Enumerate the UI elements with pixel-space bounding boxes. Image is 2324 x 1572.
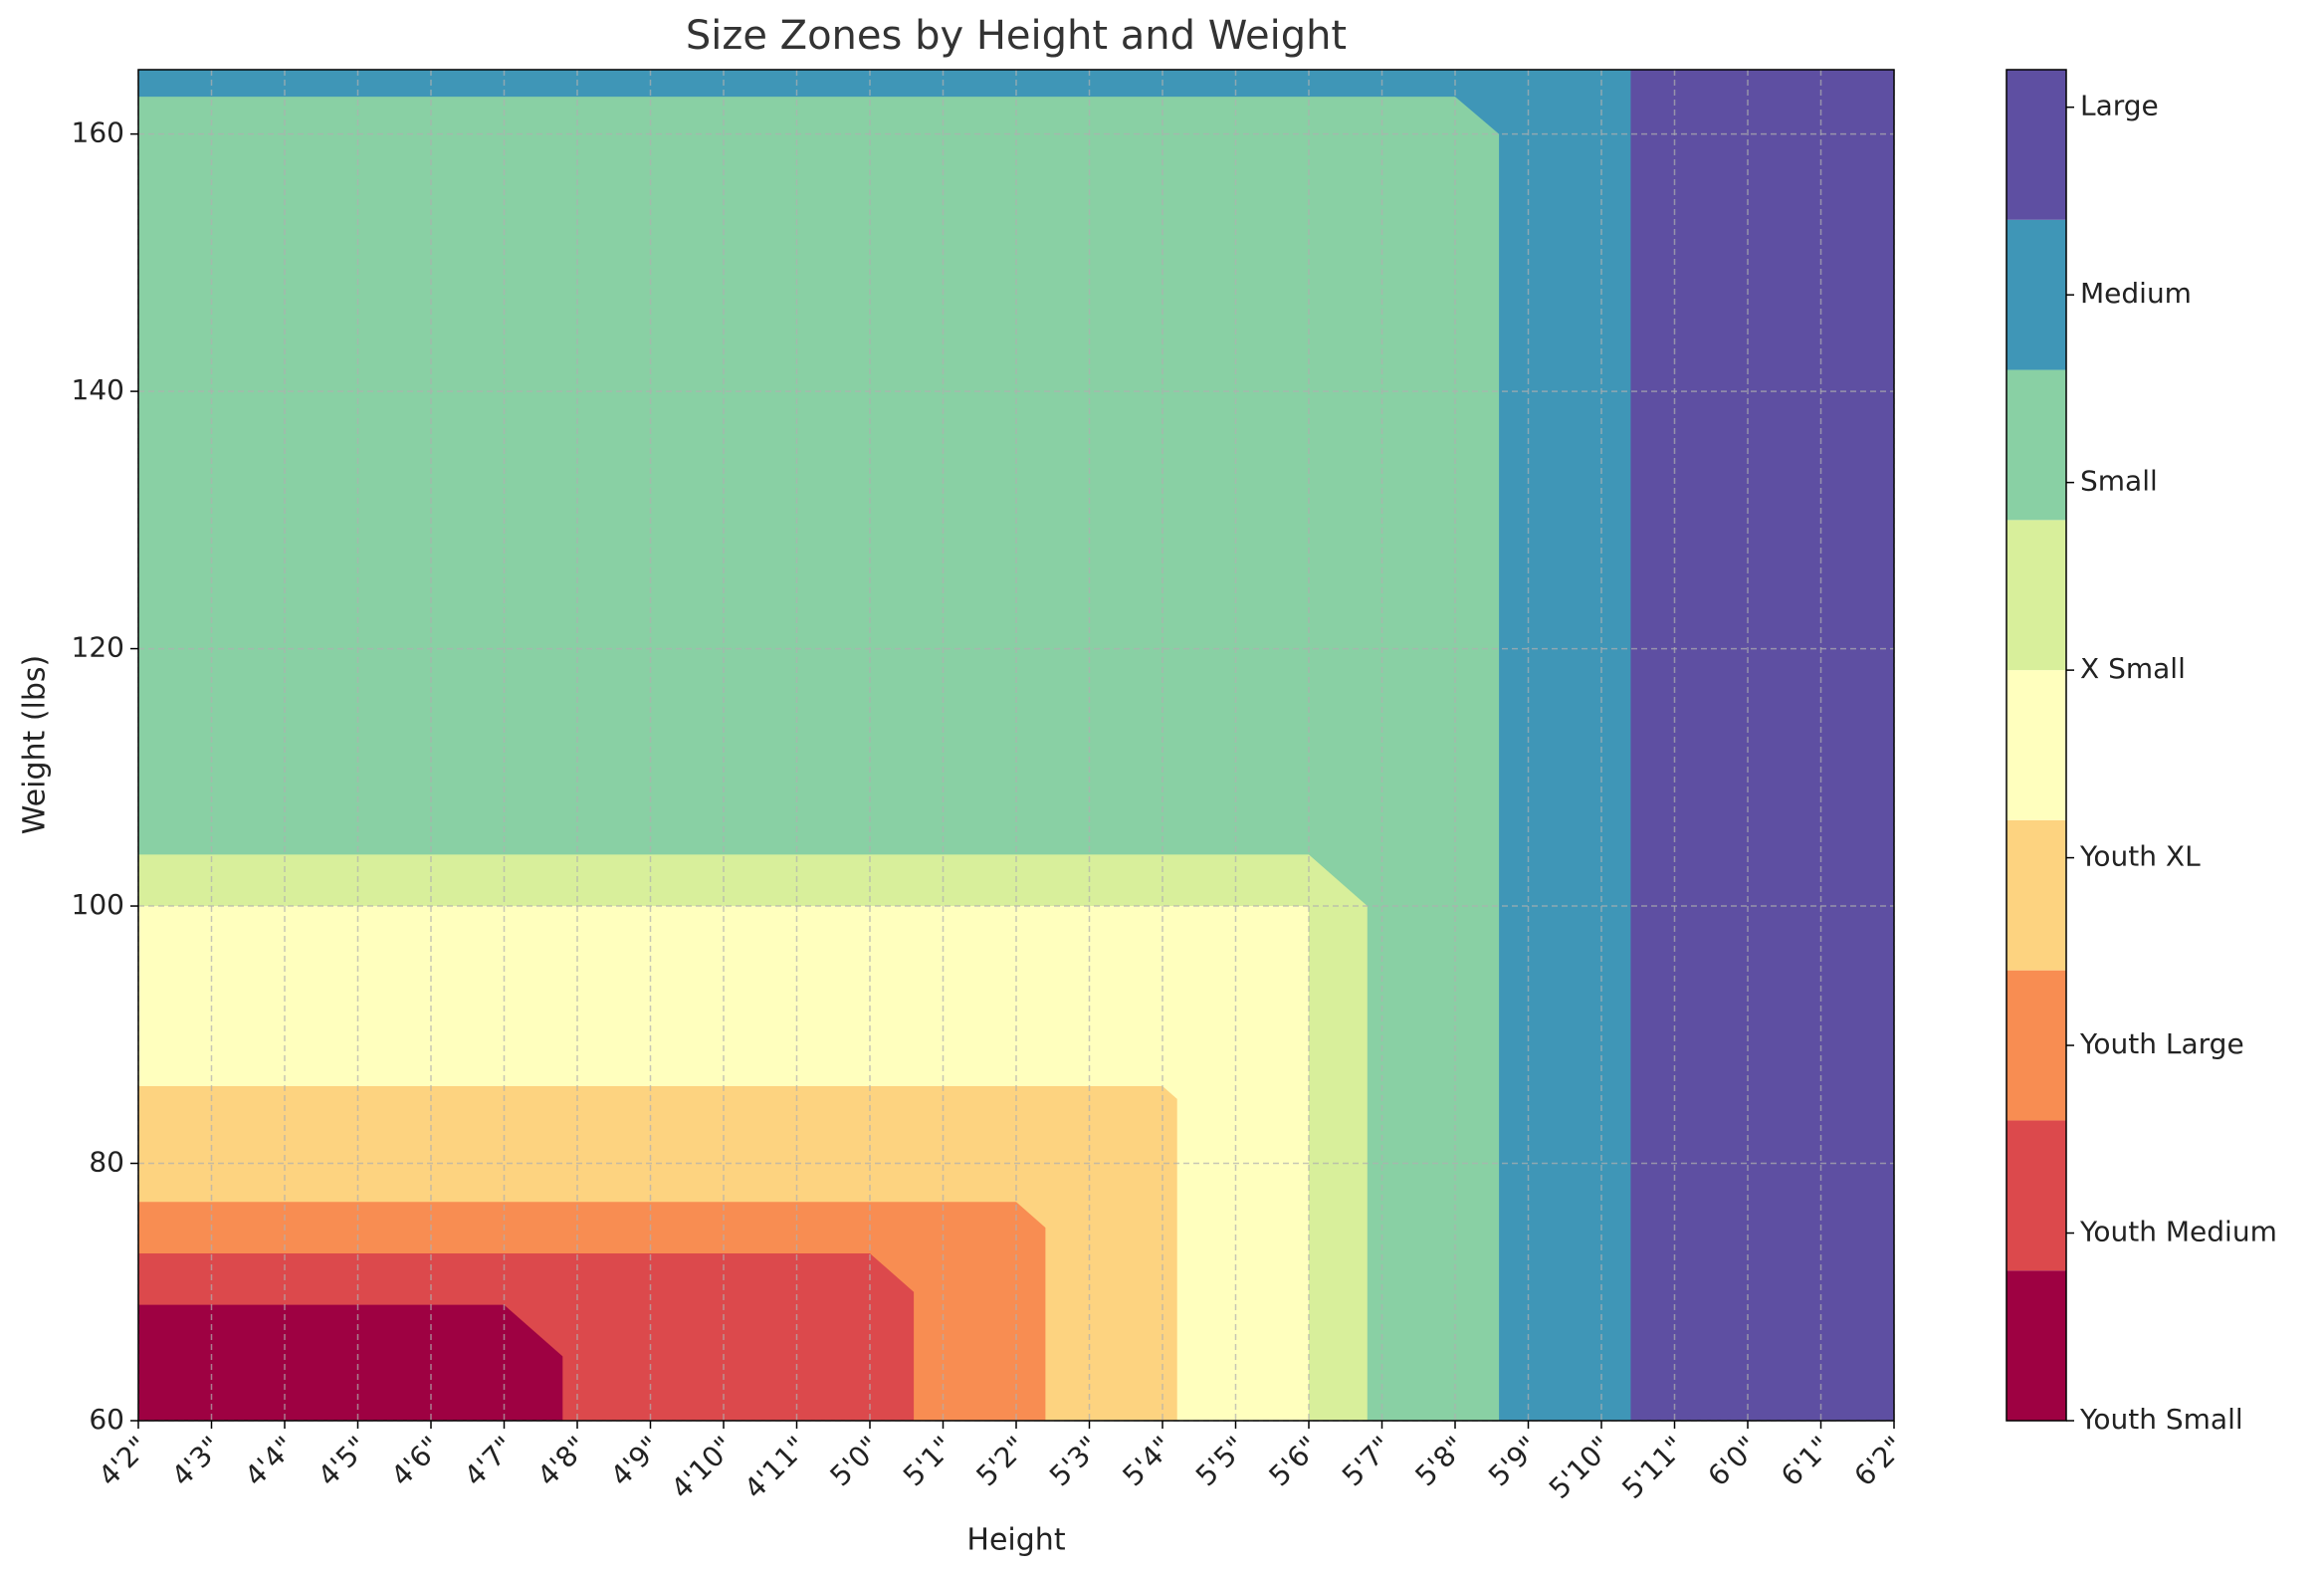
- x-tick-label: 4'2": [93, 1430, 155, 1492]
- x-tick-label: 4'7": [458, 1430, 521, 1492]
- colorbar-band: [2007, 369, 2066, 521]
- y-tick-label: 160: [72, 116, 124, 149]
- colorbar-band: [2007, 70, 2066, 220]
- colorbar-tick-label: X Small: [2080, 652, 2186, 685]
- x-axis-label: Height: [966, 1523, 1065, 1558]
- x-tick-label: 4'3": [165, 1430, 228, 1492]
- y-axis-label: Weight (lbs): [18, 655, 53, 834]
- x-tick-label: 4'8": [531, 1430, 594, 1492]
- colorbar-tick-label: Youth XL: [2079, 840, 2201, 873]
- x-tick-label: 4'4": [239, 1430, 302, 1492]
- y-tick-label: 120: [72, 631, 124, 664]
- colorbar-band: [2007, 819, 2066, 971]
- plot-frame: [137, 69, 1895, 1422]
- size-zone: [138, 1304, 563, 1421]
- x-tick-label: 5'5": [1189, 1430, 1252, 1492]
- x-tick-label: 6'2": [1848, 1430, 1911, 1492]
- x-tick-label: 6'1": [1775, 1430, 1837, 1492]
- colorbar-tick-label: Youth Medium: [2079, 1216, 2277, 1248]
- colorbar-band: [2007, 1270, 2066, 1421]
- x-tick-label: 5'11": [1615, 1430, 1691, 1505]
- x-tick-label: 5'9": [1482, 1430, 1545, 1492]
- colorbar-band: [2007, 1120, 2066, 1271]
- x-tick-label: 5'7": [1336, 1430, 1398, 1492]
- colorbar-tick-label: Small: [2080, 465, 2158, 498]
- x-tick-label: 4'10": [665, 1430, 740, 1505]
- colorbar-tick-label: Youth Small: [2079, 1403, 2243, 1436]
- colorbar-band: [2007, 520, 2066, 671]
- x-tick-label: 5'1": [897, 1430, 959, 1492]
- x-tick-label: 5'0": [824, 1430, 887, 1492]
- x-tick-label: 5'10": [1543, 1430, 1618, 1505]
- colorbar-band: [2007, 970, 2066, 1121]
- x-tick-label: 4'11": [738, 1430, 813, 1505]
- y-tick-label: 140: [72, 373, 124, 406]
- x-tick-label: 5'4": [1117, 1430, 1179, 1492]
- x-tick-label: 6'0": [1702, 1430, 1765, 1492]
- x-tick-label: 4'5": [312, 1430, 374, 1492]
- colorbar-tick-label: Large: [2080, 90, 2159, 122]
- x-tick-label: 5'3": [1043, 1430, 1106, 1492]
- colorbar-tick-label: Medium: [2080, 277, 2192, 310]
- y-tick-label: 80: [89, 1146, 124, 1179]
- colorbar-band: [2007, 670, 2066, 820]
- x-tick-label: 5'8": [1409, 1430, 1472, 1492]
- colorbar-tick-label: Youth Large: [2079, 1027, 2244, 1060]
- x-tick-label: 4'9": [604, 1430, 667, 1492]
- x-tick-label: 5'2": [970, 1430, 1033, 1492]
- colorbar-frame: [2006, 69, 2067, 1422]
- chart-title: Size Zones by Height and Weight: [686, 13, 1347, 59]
- y-tick-label: 100: [72, 888, 124, 921]
- y-tick-label: 60: [89, 1403, 124, 1436]
- colorbar-band: [2007, 219, 2066, 370]
- x-tick-label: 5'6": [1263, 1430, 1326, 1492]
- x-tick-label: 4'6": [385, 1430, 448, 1492]
